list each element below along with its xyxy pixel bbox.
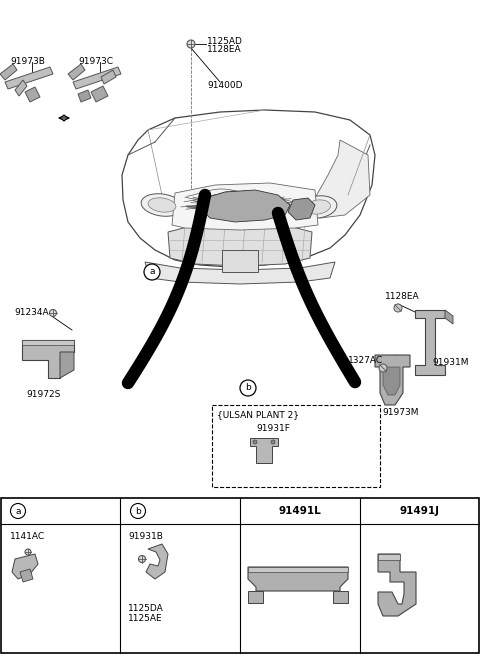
Polygon shape: [200, 190, 290, 222]
Ellipse shape: [148, 198, 176, 212]
Polygon shape: [383, 367, 400, 395]
Polygon shape: [5, 67, 53, 89]
Polygon shape: [25, 87, 40, 102]
Polygon shape: [146, 544, 168, 579]
Polygon shape: [378, 554, 400, 560]
Ellipse shape: [306, 200, 330, 214]
Circle shape: [11, 503, 25, 518]
Circle shape: [379, 364, 387, 372]
Polygon shape: [288, 198, 315, 220]
Text: 91972S: 91972S: [26, 390, 60, 399]
Text: 91973M: 91973M: [382, 408, 419, 417]
Text: 91234A: 91234A: [14, 308, 48, 317]
Text: 91931M: 91931M: [432, 358, 468, 367]
Polygon shape: [73, 67, 121, 89]
Text: 1141AC: 1141AC: [10, 532, 45, 541]
Text: 91973B: 91973B: [10, 57, 45, 66]
Text: 91931F: 91931F: [256, 424, 290, 433]
Polygon shape: [68, 64, 85, 80]
Circle shape: [131, 503, 145, 518]
Polygon shape: [60, 352, 74, 378]
Polygon shape: [91, 86, 108, 102]
Polygon shape: [22, 340, 74, 378]
Text: 1327AC: 1327AC: [348, 356, 383, 365]
Text: 1125DA: 1125DA: [128, 604, 164, 613]
Circle shape: [240, 380, 256, 396]
Polygon shape: [445, 310, 453, 324]
Polygon shape: [378, 554, 416, 616]
Text: a: a: [149, 267, 155, 277]
Polygon shape: [375, 355, 410, 405]
Polygon shape: [333, 591, 348, 603]
Polygon shape: [145, 262, 335, 284]
Text: 91400D: 91400D: [207, 81, 242, 90]
Circle shape: [49, 309, 57, 317]
Text: a: a: [15, 507, 21, 516]
Circle shape: [139, 556, 145, 562]
Polygon shape: [101, 70, 116, 84]
Text: 1128EA: 1128EA: [207, 45, 241, 54]
Text: 1128EA: 1128EA: [385, 292, 420, 301]
Text: b: b: [135, 507, 141, 516]
Polygon shape: [20, 569, 33, 582]
Text: 1125AD: 1125AD: [207, 37, 243, 46]
Bar: [222, 250, 258, 272]
Polygon shape: [172, 183, 318, 230]
Polygon shape: [122, 110, 375, 267]
Polygon shape: [15, 80, 27, 96]
Polygon shape: [248, 591, 263, 603]
Circle shape: [394, 304, 402, 312]
Polygon shape: [78, 90, 91, 102]
Circle shape: [25, 549, 31, 555]
Circle shape: [271, 440, 275, 444]
Text: 1125AE: 1125AE: [128, 614, 163, 623]
Polygon shape: [250, 438, 278, 463]
Text: {ULSAN PLANT 2}: {ULSAN PLANT 2}: [217, 410, 299, 419]
Circle shape: [187, 40, 195, 48]
Text: 91491L: 91491L: [278, 506, 322, 516]
Polygon shape: [248, 567, 348, 591]
Bar: [212, 405, 380, 487]
Bar: [1, 498, 479, 653]
Text: 91491J: 91491J: [400, 506, 440, 516]
Polygon shape: [315, 140, 370, 218]
Ellipse shape: [299, 196, 337, 218]
Text: 91931B: 91931B: [128, 532, 163, 541]
Polygon shape: [22, 340, 74, 345]
Circle shape: [253, 440, 257, 444]
Polygon shape: [0, 64, 17, 80]
Polygon shape: [12, 554, 38, 579]
Polygon shape: [415, 310, 445, 375]
Circle shape: [144, 264, 160, 280]
Text: b: b: [245, 384, 251, 392]
Ellipse shape: [141, 194, 183, 216]
Polygon shape: [248, 567, 348, 572]
Polygon shape: [168, 222, 312, 266]
Text: 91973C: 91973C: [78, 57, 113, 66]
